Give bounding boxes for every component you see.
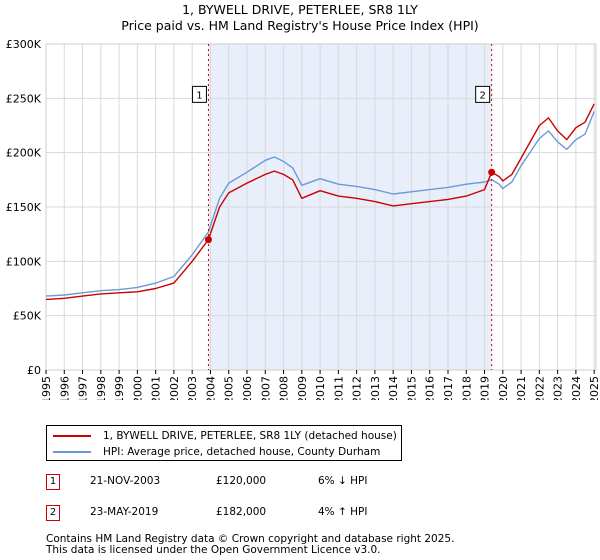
chart-subtitle: Price paid vs. HM Land Registry's House … — [121, 18, 479, 33]
sale-number-label: 2 — [479, 90, 485, 101]
x-tick-label: 2013 — [369, 376, 382, 400]
x-tick-label: 2025 — [588, 376, 600, 400]
y-tick-label: £200K — [6, 147, 42, 160]
transaction-hpi-change: 4% ↑ HPI — [318, 506, 368, 518]
x-tick-label: 2020 — [497, 376, 510, 400]
transaction-hpi-change: 6% ↓ HPI — [318, 475, 368, 487]
grid-lines — [45, 43, 597, 371]
x-tick-label: 1995 — [40, 376, 53, 400]
legend-item-property: 1, BYWELL DRIVE, PETERLEE, SR8 1LY (deta… — [53, 429, 397, 443]
legend-item-hpi: HPI: Average price, detached house, Coun… — [53, 445, 380, 459]
x-tick-label: 2017 — [442, 376, 455, 400]
price-chart: £0 £50K £100K £150K £200K £250K £300K 1995 1996… — [6, 38, 600, 400]
x-tick-label: 2005 — [223, 376, 236, 400]
property-price-line — [45, 103, 595, 301]
y-tick-label: £250K — [6, 92, 42, 105]
transaction-date: 23-MAY-2019 — [90, 506, 159, 518]
y-tick-label: £300K — [6, 38, 42, 51]
hpi-line — [45, 111, 595, 297]
transaction-number: 1 — [46, 474, 60, 490]
x-axis: 1995 1996 1997 1998 1999 2000 2001 2002 2003 2004… — [40, 370, 600, 400]
sale-number-box — [191, 85, 207, 103]
x-tick-label: 2012 — [351, 376, 364, 400]
sale-point — [204, 236, 212, 244]
transaction-number: 2 — [46, 505, 60, 521]
sale-number-box — [475, 85, 491, 103]
footer-copyright: Contains HM Land Registry data © Crown c… — [46, 533, 455, 545]
x-tick-label: 2008 — [278, 376, 291, 400]
x-tick-label: 2016 — [424, 376, 437, 400]
x-tick-label: 2018 — [460, 376, 473, 400]
x-tick-label: 1999 — [113, 376, 126, 400]
legend-swatch-property — [53, 435, 91, 437]
y-tick-label: £150K — [6, 201, 42, 214]
x-tick-label: 2001 — [150, 376, 163, 400]
legend-label-hpi: HPI: Average price, detached house, Coun… — [103, 446, 381, 458]
x-tick-label: 2000 — [131, 376, 144, 400]
x-tick-label: 2021 — [515, 376, 528, 400]
y-axis: £0 £50K £100K £150K £200K £250K £300K — [6, 38, 42, 377]
plot-frame — [45, 43, 597, 371]
x-tick-label: 2002 — [168, 376, 181, 400]
legend-swatch-hpi — [53, 451, 91, 453]
y-tick-label: £100K — [6, 255, 42, 268]
x-tick-label: 2011 — [332, 376, 345, 400]
x-tick-label: 2007 — [259, 376, 272, 400]
x-tick-label: 1996 — [58, 376, 71, 400]
x-tick-label: 2015 — [405, 376, 418, 400]
x-tick-label: 2004 — [204, 376, 217, 400]
x-tick-label: 2006 — [241, 376, 254, 400]
transaction-price: £182,000 — [216, 506, 267, 518]
x-tick-label: 1998 — [95, 376, 108, 400]
transaction-date: 21-NOV-2003 — [90, 475, 161, 487]
legend-label-property: 1, BYWELL DRIVE, PETERLEE, SR8 1LY (deta… — [103, 430, 397, 442]
sale-point — [488, 168, 496, 176]
x-tick-label: 2023 — [552, 376, 565, 400]
x-tick-label: 2019 — [479, 376, 492, 400]
x-tick-label: 2010 — [314, 376, 327, 400]
y-tick-label: £50K — [13, 310, 42, 323]
x-tick-label: 2024 — [570, 376, 583, 400]
footer-licence: This data is licensed under the Open Gov… — [46, 544, 381, 556]
transaction-price: £120,000 — [216, 475, 267, 487]
x-tick-label: 1997 — [77, 376, 90, 400]
legend: 1, BYWELL DRIVE, PETERLEE, SR8 1LY (deta… — [46, 425, 402, 461]
x-tick-label: 2022 — [533, 376, 546, 400]
chart-title: 1, BYWELL DRIVE, PETERLEE, SR8 1LY — [182, 2, 418, 17]
x-tick-label: 2014 — [387, 376, 400, 400]
x-tick-label: 2009 — [296, 376, 309, 400]
sale-number-label: 1 — [196, 90, 202, 101]
series-lines — [45, 103, 595, 301]
y-tick-label: £0 — [27, 364, 41, 377]
x-tick-label: 2003 — [186, 376, 199, 400]
